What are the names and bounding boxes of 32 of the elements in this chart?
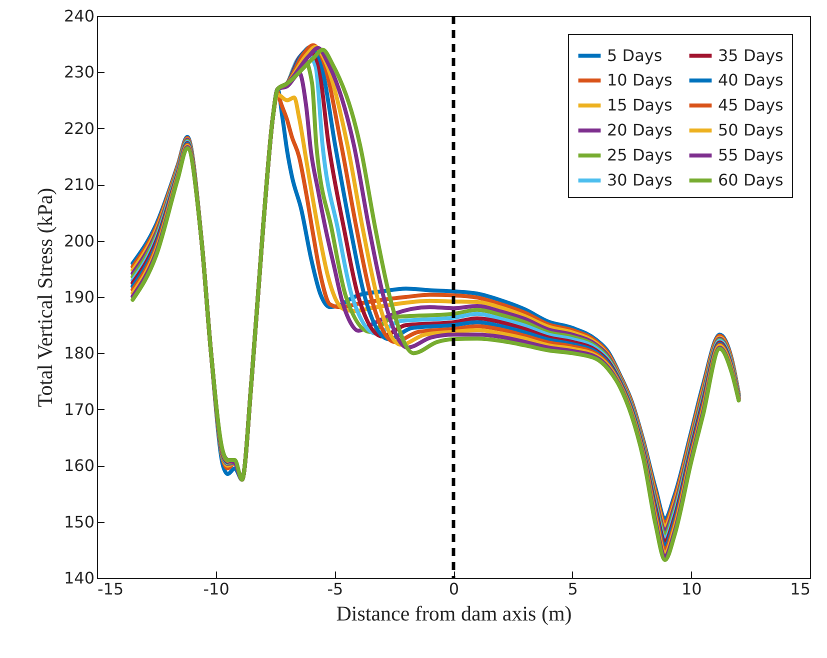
x-tick-label: 0 bbox=[448, 580, 460, 598]
x-tick-label: -15 bbox=[98, 580, 124, 598]
legend-label: 25 Days bbox=[607, 146, 672, 164]
legend-label: 55 Days bbox=[718, 146, 784, 164]
legend-label: 60 Days bbox=[718, 170, 784, 190]
x-tick-label: 5 bbox=[568, 580, 578, 598]
y-tick-label: 170 bbox=[64, 400, 94, 419]
y-tick-label: 210 bbox=[64, 175, 94, 194]
legend-label: 15 Days bbox=[607, 96, 672, 114]
legend-label: 10 Days bbox=[607, 70, 672, 90]
legend-label: 30 Days bbox=[607, 170, 672, 190]
y-tick-label: 160 bbox=[64, 456, 94, 476]
x-tick-label: 15 bbox=[790, 580, 810, 598]
legend-label: 40 Days bbox=[718, 70, 784, 90]
y-tick-label: 230 bbox=[64, 62, 94, 82]
y-tick-label: 200 bbox=[64, 231, 94, 250]
y-tick-label: 240 bbox=[64, 6, 94, 26]
legend-label: 50 Days bbox=[718, 120, 784, 140]
y-tick-label: 150 bbox=[64, 512, 94, 532]
x-axis-title: Distance from dam axis (m) bbox=[336, 602, 572, 626]
y-tick-label: 180 bbox=[64, 344, 94, 363]
y-axis-title: Total Vertical Stress (kPa) bbox=[32, 188, 57, 408]
legend-label: 20 Days bbox=[607, 120, 672, 140]
x-tick-label: -5 bbox=[327, 580, 344, 598]
legend-label: 5 Days bbox=[607, 46, 662, 65]
x-tick-label: -10 bbox=[203, 580, 230, 598]
y-tick-label: 190 bbox=[64, 288, 94, 306]
legend-label: 35 Days bbox=[718, 46, 784, 65]
x-tick-label: 10 bbox=[681, 580, 702, 598]
y-tick-label: 140 bbox=[64, 568, 94, 588]
y-tick-label: 220 bbox=[64, 118, 94, 138]
legend-label: 45 Days bbox=[718, 96, 784, 114]
